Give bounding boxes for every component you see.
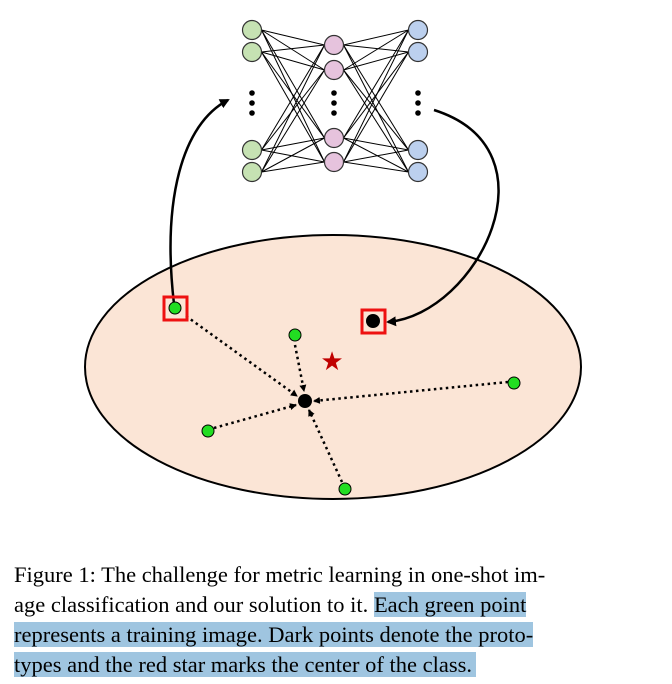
hidden-node bbox=[323, 34, 345, 56]
network-edge bbox=[343, 51, 409, 163]
output-node bbox=[407, 139, 429, 161]
caption-highlight-line3: represents a training image. Dark points… bbox=[14, 622, 534, 647]
caption-line-3: represents a training image. Dark points… bbox=[14, 620, 658, 650]
network-edge bbox=[343, 29, 409, 163]
caption-highlight-start: Each green point bbox=[373, 592, 527, 617]
network-edge bbox=[343, 44, 409, 173]
ellipsis-dot bbox=[249, 110, 255, 116]
ellipsis-dot bbox=[415, 100, 421, 106]
network-edge bbox=[261, 51, 325, 139]
caption-line-2: age classification and our solution to i… bbox=[14, 590, 658, 620]
neural-network bbox=[241, 19, 429, 183]
network-edge bbox=[343, 29, 409, 71]
input-curve-arrow bbox=[169, 98, 230, 305]
selected-training-box bbox=[162, 295, 189, 322]
network-edge bbox=[261, 149, 325, 163]
green-point bbox=[288, 328, 302, 342]
green-point bbox=[201, 424, 215, 438]
network-edge bbox=[261, 161, 325, 173]
network-edge bbox=[343, 69, 409, 151]
ellipsis-dot bbox=[331, 110, 337, 116]
caption-line-1: Figure 1: The challenge for metric learn… bbox=[14, 562, 546, 587]
network-edge bbox=[343, 29, 409, 46]
class-center-star-icon: ★ bbox=[320, 347, 343, 377]
dotted-line-5 bbox=[307, 409, 344, 483]
output-node bbox=[407, 19, 429, 41]
network-edge bbox=[261, 44, 325, 151]
hidden-node bbox=[323, 151, 345, 173]
figure-illustration: ★ bbox=[84, 19, 582, 500]
dotted-line-4 bbox=[213, 403, 297, 430]
output-curve-arrow bbox=[386, 108, 500, 327]
network-edge bbox=[261, 44, 325, 53]
network-edge bbox=[343, 137, 409, 151]
ellipsis-dot bbox=[331, 100, 337, 106]
hidden-node bbox=[323, 59, 345, 81]
network-edge bbox=[343, 44, 409, 151]
hidden-node bbox=[323, 127, 345, 149]
network-edge bbox=[261, 137, 325, 173]
network-edge bbox=[343, 69, 409, 173]
figure-caption: Figure 1: The challenge for metric learn… bbox=[14, 560, 658, 680]
network-edge bbox=[261, 69, 325, 173]
network-edge bbox=[343, 161, 409, 173]
output-node bbox=[407, 41, 429, 63]
dotted-line-3 bbox=[313, 380, 509, 404]
green-point bbox=[507, 376, 521, 390]
input-node bbox=[241, 19, 263, 41]
network-edge bbox=[343, 51, 409, 71]
dotted-line-1 bbox=[185, 314, 298, 398]
network-edge bbox=[343, 44, 409, 53]
green-point bbox=[168, 301, 182, 315]
prototype-point bbox=[298, 394, 312, 408]
ellipsis-dot bbox=[249, 100, 255, 106]
caption-highlight-line4: types and the red star marks the center … bbox=[14, 652, 476, 677]
prototype-point bbox=[366, 314, 380, 328]
green-point bbox=[338, 482, 352, 496]
selected-prototype-box bbox=[360, 308, 387, 335]
input-node bbox=[241, 161, 263, 183]
dotted-line-2 bbox=[293, 344, 307, 392]
prototype-lines bbox=[185, 314, 509, 483]
input-node bbox=[241, 139, 263, 161]
network-edge bbox=[261, 69, 325, 151]
network-edge bbox=[261, 137, 325, 151]
network-edge bbox=[261, 51, 325, 163]
network-edge bbox=[261, 44, 325, 173]
network-edge bbox=[261, 29, 325, 46]
caption-line-4: types and the red star marks the center … bbox=[14, 650, 658, 680]
network-edge bbox=[343, 29, 409, 139]
network-edge bbox=[261, 29, 325, 139]
ellipsis-dot bbox=[249, 90, 255, 96]
caption-line-2-plain: age classification and our solution to i… bbox=[14, 592, 374, 617]
ellipsis-dot bbox=[415, 110, 421, 116]
ellipsis-dot bbox=[331, 90, 337, 96]
training-points bbox=[168, 301, 521, 496]
output-node bbox=[407, 161, 429, 183]
network-edge bbox=[343, 149, 409, 163]
ellipsis-dot bbox=[415, 90, 421, 96]
input-node bbox=[241, 41, 263, 63]
